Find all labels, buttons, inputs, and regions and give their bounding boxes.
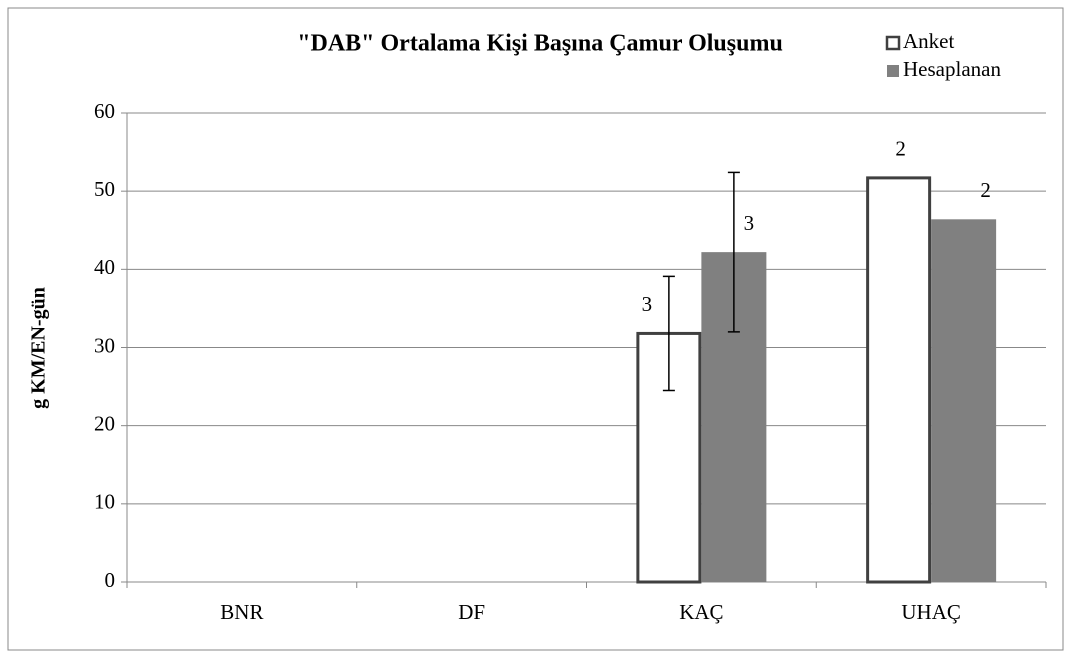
error-bar [662,275,675,392]
bar [931,219,997,582]
x-tick-label: KAÇ [679,600,723,624]
y-tick-label: 50 [94,177,115,201]
legend-swatch [887,65,899,77]
data-label: 3 [744,211,755,235]
error-bar [727,171,740,333]
bar [866,176,932,584]
x-tick-label: BNR [220,600,263,624]
chart-title: "DAB" Ortalama Kişi Başına Çamur Oluşumu [297,31,783,57]
data-label: 3 [642,292,653,316]
y-tick-label: 60 [94,99,115,123]
legend-label: Hesaplanan [903,57,1001,81]
y-tick-label: 0 [105,568,116,592]
x-tick-label: DF [458,600,485,624]
y-tick-label: 30 [94,333,115,357]
data-label: 2 [895,137,906,161]
legend-label: Anket [903,29,954,53]
x-tick-label: UHAÇ [901,600,961,624]
y-tick-label: 20 [94,411,115,435]
y-axis-label: g KM/EN-gün [28,287,50,409]
data-label: 2 [980,178,991,202]
legend-swatch [885,35,901,51]
y-tick-label: 40 [94,255,115,279]
y-tick-label: 10 [94,490,115,514]
